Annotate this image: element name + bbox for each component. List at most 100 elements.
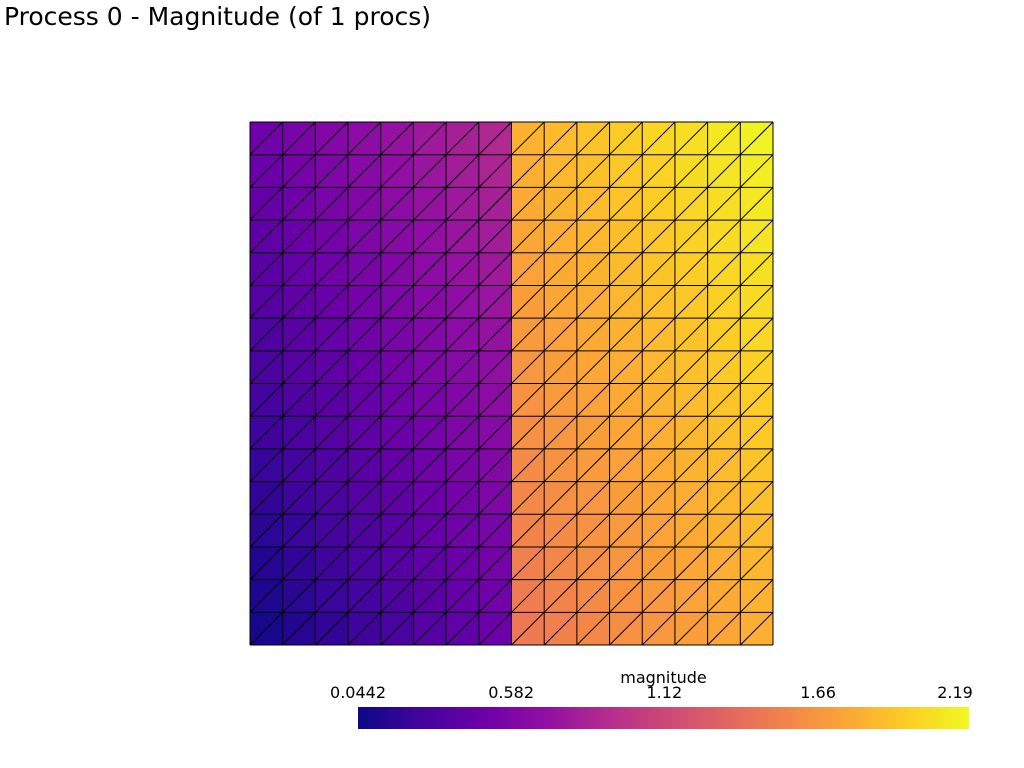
mesh-diagonal-edge	[543, 121, 578, 156]
mesh-diagonal-edge	[641, 350, 676, 384]
mesh-diagonal-edge	[511, 317, 545, 352]
mesh-diagonal-edge	[413, 350, 447, 384]
mesh-diagonal-edge	[282, 611, 316, 646]
mesh-diagonal-edge	[511, 219, 545, 254]
mesh-diagonal-edge	[413, 383, 447, 417]
mesh-diagonal-edge	[511, 121, 545, 156]
mesh-diagonal-edge	[445, 415, 480, 450]
mesh-diagonal-edge	[282, 546, 316, 580]
mesh-diagonal-edge	[674, 154, 708, 188]
mesh-diagonal-edge	[739, 481, 774, 515]
mesh-diagonal-edge	[707, 415, 741, 450]
mesh-diagonal-edge	[543, 154, 578, 188]
mesh-diagonal-edge	[674, 579, 708, 613]
mesh-diagonal-edge	[315, 481, 349, 515]
mesh-diagonal-edge	[249, 285, 284, 319]
mesh-diagonal-edge	[674, 546, 708, 580]
mesh-diagonal-edge	[347, 481, 382, 515]
mesh-diagonal-edge	[478, 579, 512, 613]
mesh-diagonal-edge	[609, 611, 643, 646]
mesh-diagonal-edge	[543, 579, 578, 613]
mesh-diagonal-edge	[543, 415, 578, 450]
mesh-diagonal-edge	[478, 415, 512, 450]
mesh-diagonal-edge	[543, 448, 578, 482]
mesh-diagonal-edge	[543, 546, 578, 580]
mesh-diagonal-edge	[707, 579, 741, 613]
mesh-diagonal-edge	[413, 415, 447, 450]
mesh-diagonal-edge	[478, 448, 512, 482]
mesh-diagonal-edge	[282, 481, 316, 515]
mesh-diagonal-edge	[739, 513, 774, 548]
mesh-diagonal-edge	[478, 121, 512, 156]
mesh-diagonal-edge	[249, 383, 284, 417]
mesh-diagonal-edge	[249, 219, 284, 254]
mesh-diagonal-edge	[315, 154, 349, 188]
mesh-diagonal-edge	[641, 285, 676, 319]
mesh-diagonal-edge	[380, 513, 414, 548]
mesh-diagonal-edge	[543, 611, 578, 646]
mesh-diagonal-edge	[576, 285, 610, 319]
mesh-diagonal-edge	[249, 350, 284, 384]
mesh-diagonal-edge	[609, 285, 643, 319]
mesh-diagonal-edge	[445, 448, 480, 482]
mesh-diagonal-edge	[478, 252, 512, 286]
mesh-diagonal-edge	[478, 317, 512, 352]
mesh-diagonal-edge	[609, 415, 643, 450]
mesh-diagonal-edge	[282, 252, 316, 286]
mesh-diagonal-edge	[609, 383, 643, 417]
mesh-diagonal-edge	[739, 154, 774, 188]
mesh-diagonal-edge	[282, 285, 316, 319]
mesh-diagonal-edge	[413, 285, 447, 319]
mesh-diagonal-edge	[707, 187, 741, 221]
mesh-diagonal-edge	[413, 481, 447, 515]
mesh-diagonal-edge	[543, 317, 578, 352]
mesh-diagonal-edge	[249, 154, 284, 188]
mesh-diagonal-edge	[478, 154, 512, 188]
mesh-diagonal-edge	[576, 611, 610, 646]
mesh-diagonal-edge	[249, 317, 284, 352]
mesh-diagonal-edge	[347, 252, 382, 286]
mesh-diagonal-edge	[739, 383, 774, 417]
mesh-diagonal-edge	[347, 513, 382, 548]
mesh-diagonal-edge	[315, 611, 349, 646]
mesh-diagonal-edge	[445, 383, 480, 417]
mesh-diagonal-edge	[445, 252, 480, 286]
mesh-diagonal-edge	[380, 383, 414, 417]
mesh-diagonal-edge	[249, 579, 284, 613]
mesh-diagonal-edge	[380, 317, 414, 352]
mesh-diagonal-edge	[674, 481, 708, 515]
mesh-diagonal-edge	[445, 546, 480, 580]
mesh-diagonal-edge	[576, 121, 610, 156]
mesh-diagonal-edge	[249, 481, 284, 515]
mesh-diagonal-edge	[739, 611, 774, 646]
mesh-diagonal-edge	[478, 383, 512, 417]
mesh-diagonal-edge	[249, 448, 284, 482]
mesh-diagonal-edge	[445, 121, 480, 156]
mesh-diagonal-edge	[380, 579, 414, 613]
mesh-diagonal-edge	[282, 350, 316, 384]
mesh-diagonal-edge	[576, 252, 610, 286]
mesh-diagonal-edge	[347, 546, 382, 580]
mesh-diagonal-edge	[347, 383, 382, 417]
mesh-diagonal-edge	[249, 611, 284, 646]
mesh-diagonal-edge	[641, 383, 676, 417]
mesh-diagonal-edge	[315, 187, 349, 221]
mesh-diagonal-edge	[511, 383, 545, 417]
mesh-diagonal-edge	[576, 481, 610, 515]
mesh-diagonal-edge	[282, 415, 316, 450]
mesh-diagonal-edge	[282, 154, 316, 188]
mesh-diagonal-edge	[609, 448, 643, 482]
mesh-diagonal-edge	[347, 154, 382, 188]
mesh-diagonal-edge	[347, 579, 382, 613]
colorbar-tick-label: 0.0442	[330, 683, 386, 702]
mesh-diagonal-edge	[739, 219, 774, 254]
mesh-diagonal-edge	[707, 481, 741, 515]
mesh-diagonal-edge	[445, 579, 480, 613]
mesh-diagonal-edge	[347, 350, 382, 384]
mesh-diagonal-edge	[445, 513, 480, 548]
mesh-diagonal-edge	[739, 285, 774, 319]
mesh-diagonal-edge	[576, 415, 610, 450]
mesh-diagonal-edge	[347, 415, 382, 450]
mesh-diagonal-edge	[707, 317, 741, 352]
mesh-diagonal-edge	[249, 252, 284, 286]
